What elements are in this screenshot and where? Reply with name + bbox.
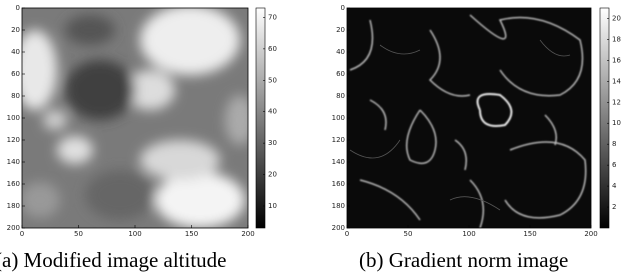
x-tick-label: 0 [20, 230, 24, 238]
y-tick-label: 100 [7, 114, 20, 122]
colorbar-tick-label: 14 [612, 77, 621, 85]
y-tick-label: 140 [7, 158, 20, 166]
y-tick-label: 60 [336, 70, 345, 78]
caption: (b) Gradient norm image [359, 248, 568, 272]
colorbar-tick-label: 2 [612, 203, 616, 211]
caption: (a) Modified image altitude [0, 248, 227, 272]
x-tick-label: 150 [523, 230, 536, 238]
x-tick-label: 50 [404, 230, 413, 238]
y-tick-label: 20 [336, 26, 345, 34]
colorbar [600, 8, 609, 228]
colorbar-tick-label: 4 [612, 182, 617, 190]
colorbar-tick-label: 20 [612, 14, 621, 22]
y-tick-label: 160 [332, 180, 345, 188]
colorbar-tick-label: 12 [612, 98, 621, 106]
y-tick-label: 0 [341, 4, 345, 12]
y-tick-label: 20 [11, 26, 20, 34]
x-tick-label: 50 [74, 230, 83, 238]
x-tick-label: 100 [128, 230, 141, 238]
x-tick-label: 150 [185, 230, 198, 238]
colorbar-tick-label: 10 [268, 202, 277, 210]
colorbar-tick-label: 70 [268, 13, 277, 21]
gradient-image [347, 8, 591, 228]
colorbar-tick-label: 40 [268, 108, 277, 116]
altitude-image [13, 5, 255, 228]
x-tick-label: 0 [345, 230, 349, 238]
x-tick-label: 200 [241, 230, 254, 238]
y-tick-label: 40 [11, 48, 20, 56]
colorbar [256, 8, 265, 228]
y-tick-label: 160 [7, 180, 20, 188]
y-tick-label: 120 [332, 136, 345, 144]
colorbar-tick-label: 16 [612, 56, 621, 64]
y-tick-label: 80 [336, 92, 345, 100]
colorbar-tick-label: 8 [612, 140, 616, 148]
colorbar-tick-label: 10 [612, 119, 621, 127]
y-tick-label: 180 [7, 202, 20, 210]
y-tick-label: 100 [332, 114, 345, 122]
y-tick-label: 80 [11, 92, 20, 100]
colorbar-tick-label: 18 [612, 35, 621, 43]
colorbar-tick-label: 60 [268, 45, 277, 53]
x-tick-label: 100 [462, 230, 475, 238]
y-tick-label: 200 [332, 224, 345, 232]
x-tick-label: 200 [584, 230, 597, 238]
colorbar-tick-label: 6 [612, 161, 617, 169]
colorbar-tick-label: 50 [268, 76, 277, 84]
y-tick-label: 60 [11, 70, 20, 78]
colorbar-tick-label: 30 [268, 139, 277, 147]
y-tick-label: 140 [332, 158, 345, 166]
y-tick-label: 180 [332, 202, 345, 210]
y-tick-label: 0 [16, 4, 20, 12]
colorbar-tick-label: 20 [268, 171, 277, 179]
y-tick-label: 200 [7, 224, 20, 232]
y-tick-label: 120 [7, 136, 20, 144]
figure: 0501001502000204060801001201401601802001… [0, 0, 626, 276]
y-tick-label: 40 [336, 48, 345, 56]
